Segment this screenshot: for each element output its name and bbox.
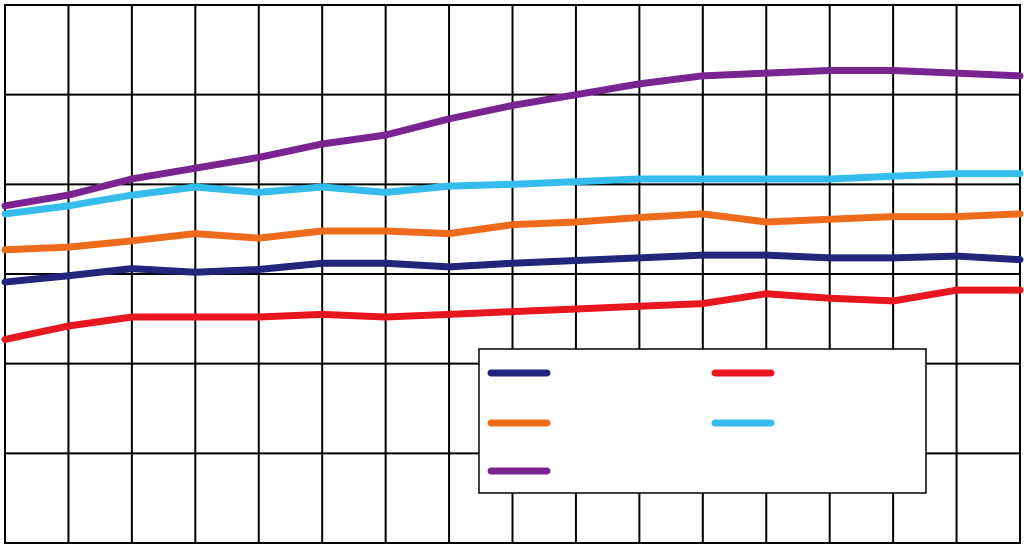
plot-frame [4,4,1021,544]
series-line-3 [1,210,1024,254]
series-lines [1,66,1024,343]
series-line-1 [1,251,1024,286]
series-line-2 [1,286,1024,343]
series-line-4 [1,170,1024,218]
legend-box [478,348,927,494]
series-line-5 [1,66,1024,210]
legend [478,348,927,494]
